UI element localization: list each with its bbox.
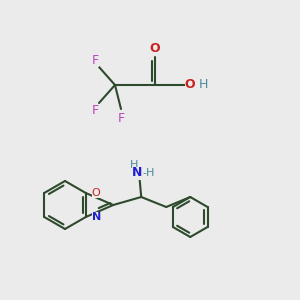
- Text: F: F: [92, 103, 99, 116]
- Text: -H: -H: [142, 168, 154, 178]
- Text: F: F: [92, 53, 99, 67]
- Text: F: F: [117, 112, 124, 124]
- Text: N: N: [92, 212, 101, 222]
- Text: H: H: [130, 160, 138, 170]
- Text: O: O: [185, 79, 195, 92]
- Text: O: O: [92, 188, 100, 198]
- Text: N: N: [132, 167, 142, 179]
- Text: O: O: [150, 43, 160, 56]
- Text: H: H: [198, 79, 208, 92]
